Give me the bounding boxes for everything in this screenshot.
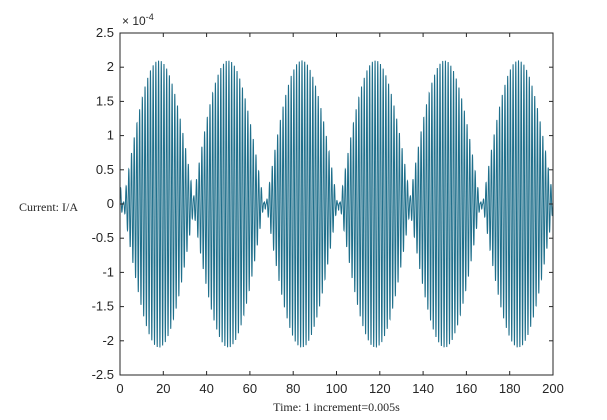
- y-axis: 2.5 2 1.5 1 0.5 0 -0.5 -1 -1.5 -2 -2.5: [92, 25, 553, 382]
- series-line: [119, 60, 554, 348]
- y-tick-label: 0: [107, 196, 114, 211]
- x-tick-label: 0: [116, 381, 123, 396]
- y-tick-label: -2: [102, 333, 114, 348]
- x-tick-label: 180: [499, 381, 521, 396]
- x-tick-label: 20: [156, 381, 170, 396]
- y-exponent-base: × 10: [122, 14, 146, 28]
- series-layer: [119, 60, 554, 348]
- y-tick-label: 1.5: [96, 93, 114, 108]
- x-axis-label: Time: 1 increment=0.005s: [273, 400, 400, 414]
- x-tick-label: 40: [199, 381, 213, 396]
- x-tick-label: 60: [243, 381, 257, 396]
- x-tick-label: 80: [286, 381, 300, 396]
- y-tick-label: -2.5: [92, 367, 114, 382]
- x-tick-label: 160: [456, 381, 478, 396]
- x-tick-label: 140: [412, 381, 434, 396]
- y-tick-label: -1.5: [92, 299, 114, 314]
- y-axis-exponent: × 10-4: [122, 12, 154, 28]
- y-tick-label: -0.5: [92, 230, 114, 245]
- y-tick-label: 2: [107, 59, 114, 74]
- x-axis: 0 20 40 60 80 100 120 140 160 180 200: [116, 33, 564, 396]
- x-tick-label: 100: [326, 381, 348, 396]
- y-tick-label: 2.5: [96, 25, 114, 40]
- y-tick-label: 1: [107, 128, 114, 143]
- y-axis-label: Current: I/A: [19, 200, 78, 214]
- x-tick-label: 200: [542, 381, 564, 396]
- y-tick-label: 0.5: [96, 162, 114, 177]
- x-tick-label: 120: [369, 381, 391, 396]
- y-tick-label: -1: [102, 264, 114, 279]
- y-exponent-power: -4: [146, 12, 154, 22]
